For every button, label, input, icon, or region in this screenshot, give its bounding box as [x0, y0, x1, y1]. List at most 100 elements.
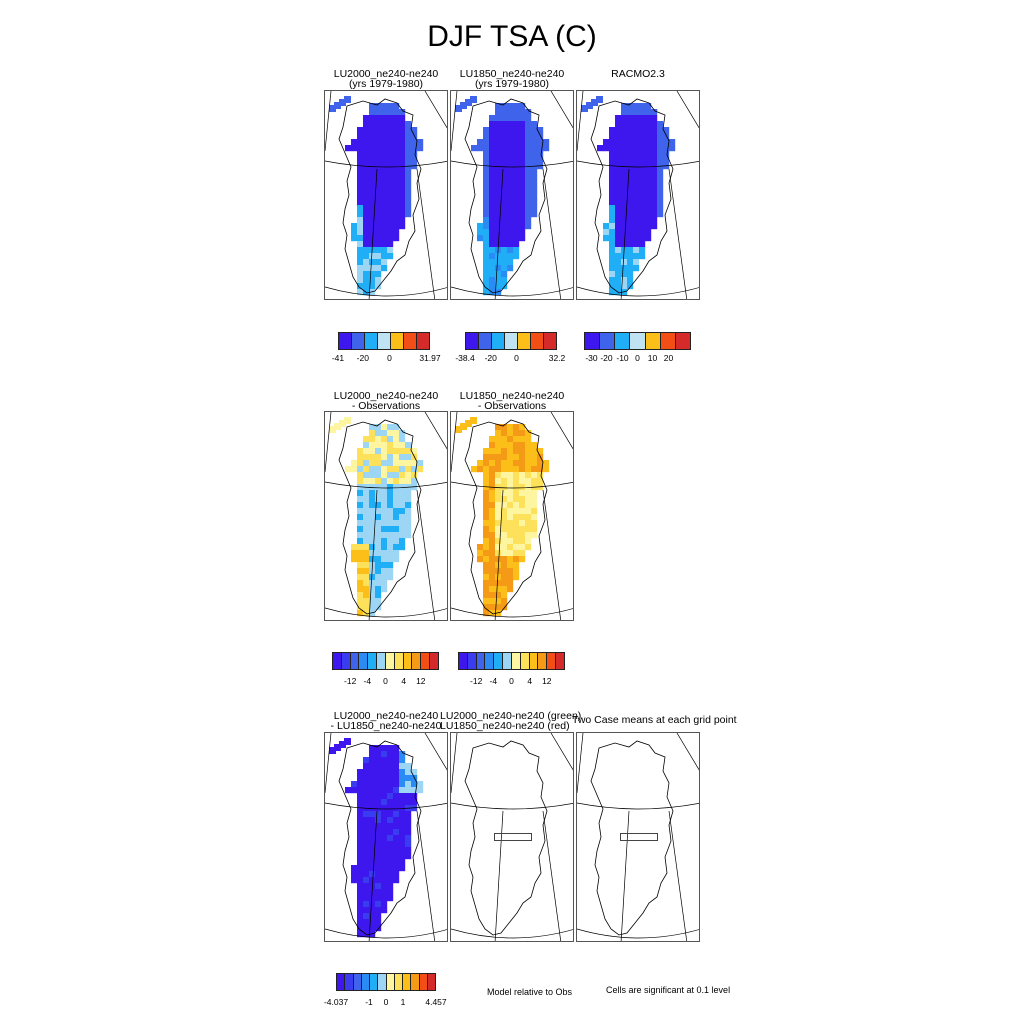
- grid-cell: [627, 169, 634, 176]
- grid-cell: [357, 835, 364, 842]
- figure-title: DJF TSA (C): [427, 20, 597, 53]
- colorbar-tick-label: -10: [616, 353, 629, 363]
- grid-cell: [525, 169, 532, 176]
- grid-cell: [501, 598, 508, 605]
- grid-cell: [525, 442, 532, 449]
- grid-cell: [513, 436, 520, 443]
- grid-cell: [501, 424, 508, 431]
- grid-cell: [531, 181, 538, 188]
- map-panel: [324, 732, 448, 942]
- grid-cell: [357, 574, 364, 581]
- grid-cell: [357, 913, 364, 920]
- grid-cell: [399, 430, 406, 437]
- grid-cell: [393, 544, 400, 551]
- grid-cell: [369, 175, 376, 182]
- grid-cell: [363, 823, 370, 830]
- grid-cell: [507, 163, 514, 170]
- grid-cell: [507, 235, 514, 242]
- grid-cell: [525, 520, 532, 527]
- grid-cell: [369, 193, 376, 200]
- colorbar: [584, 332, 691, 350]
- grid-cell: [651, 109, 658, 116]
- grid-cell: [455, 426, 462, 433]
- grid-cell: [369, 550, 376, 557]
- colorbar-swatch: [403, 974, 412, 990]
- grid-cell: [609, 265, 616, 272]
- grid-cell: [357, 823, 364, 830]
- grid-cell: [537, 448, 544, 455]
- grid-cell: [357, 466, 364, 473]
- grid-cell: [501, 496, 508, 503]
- grid-cell: [369, 163, 376, 170]
- grid-cell: [507, 562, 514, 569]
- grid-cell: [513, 574, 520, 581]
- grid-cell: [393, 781, 400, 788]
- grid-cell: [357, 289, 364, 296]
- grid-cell: [633, 121, 640, 128]
- grid-cell: [387, 478, 394, 485]
- grid-cell: [375, 865, 382, 872]
- grid-cell: [513, 520, 520, 527]
- colorbar-tick-label: -20: [484, 353, 497, 363]
- grid-cell: [399, 472, 406, 479]
- grid-cell: [495, 478, 502, 485]
- grid-cell: [621, 175, 628, 182]
- grid-cell: [513, 532, 520, 539]
- grid-cell: [387, 115, 394, 122]
- grid-cell: [483, 127, 490, 134]
- grid-cell: [375, 781, 382, 788]
- grid-cell: [657, 181, 664, 188]
- grid-cell: [519, 460, 526, 467]
- grid-cell: [363, 550, 370, 557]
- grid-cell: [381, 556, 388, 563]
- grid-cell: [363, 514, 370, 521]
- grid-cell: [375, 430, 382, 437]
- grid-cell: [411, 793, 418, 800]
- grid-cell: [375, 466, 382, 473]
- grid-cell: [525, 532, 532, 539]
- grid-cell: [501, 271, 508, 278]
- grid-cell: [489, 562, 496, 569]
- grid-cell: [387, 169, 394, 176]
- colorbar-tick-label: -4: [489, 676, 498, 686]
- grid-cell: [369, 259, 376, 266]
- grid-cell: [375, 199, 382, 206]
- grid-cell: [363, 157, 370, 164]
- grid-cell: [375, 775, 382, 782]
- grid-cell: [393, 169, 400, 176]
- grid-cell: [393, 823, 400, 830]
- grid-cell: [495, 460, 502, 467]
- grid-cell: [387, 175, 394, 182]
- grid-cell: [363, 436, 370, 443]
- grid-cell: [375, 901, 382, 908]
- grid-cell: [399, 205, 406, 212]
- grid-cell: [411, 127, 418, 134]
- grid-cell: [639, 169, 646, 176]
- graticule-line: [416, 489, 436, 620]
- grid-cell: [351, 223, 358, 230]
- grid-cell: [513, 484, 520, 491]
- colorbar-swatch: [404, 333, 417, 349]
- grid-cell: [651, 133, 658, 140]
- grid-cell: [525, 175, 532, 182]
- grid-cell: [495, 538, 502, 545]
- graticule-line: [325, 733, 332, 794]
- grid-cell: [519, 454, 526, 461]
- grid-cell: [405, 133, 412, 140]
- grid-cell: [507, 205, 514, 212]
- grid-cell: [375, 871, 382, 878]
- grid-cell: [369, 187, 376, 194]
- grid-cell: [513, 550, 520, 557]
- grid-cell: [645, 229, 652, 236]
- grid-cell: [621, 199, 628, 206]
- grid-cell: [375, 496, 382, 503]
- grid-cell: [387, 241, 394, 248]
- grid-cell: [495, 472, 502, 479]
- grid-cell: [369, 502, 376, 509]
- grid-cell: [363, 211, 370, 218]
- grid-cell: [621, 265, 628, 272]
- grid-cell: [501, 526, 508, 533]
- grid-cell: [411, 157, 418, 164]
- grid-cell: [375, 877, 382, 884]
- grid-cell: [513, 241, 520, 248]
